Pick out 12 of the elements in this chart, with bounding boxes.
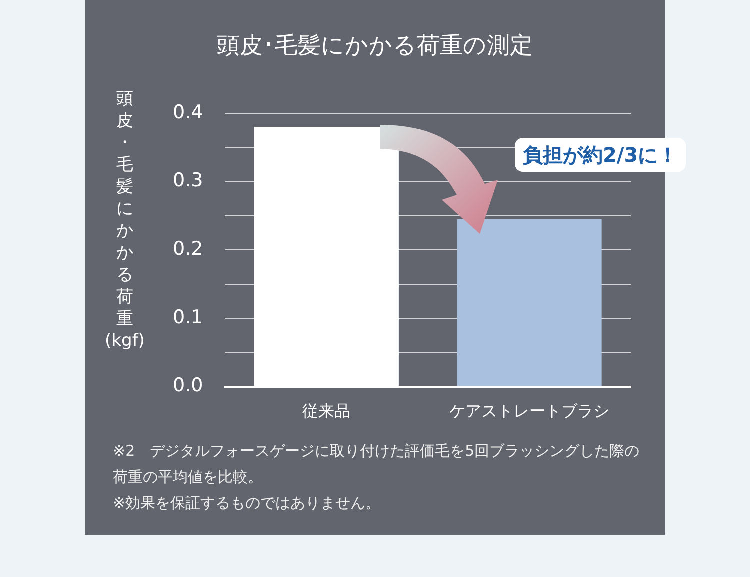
text: ※効果を保証するものではありません。	[113, 493, 382, 514]
y-tick-label: 0.2	[173, 238, 204, 260]
annotation: 負担が約2/3に！	[515, 138, 686, 172]
y-tick-label: 0.3	[173, 170, 204, 192]
text: 頭皮・毛髪にかかる荷重(kgf)	[105, 89, 145, 351]
y-tick-label: 0.4	[173, 101, 204, 124]
y-tick-label: 0.1	[173, 306, 204, 328]
x-tick-label: 従来品	[302, 402, 351, 421]
chart-title: 頭皮･毛髪にかかる荷重の測定	[216, 32, 534, 61]
x-tick-label: ケアストレートブラシ	[450, 402, 610, 421]
y-tick-label: 0.0	[173, 374, 204, 397]
text: ※2 デジタルフォースゲージに取り付けた評価毛を5回ブラッシングした際の荷重の平均値を比較。	[113, 441, 641, 488]
